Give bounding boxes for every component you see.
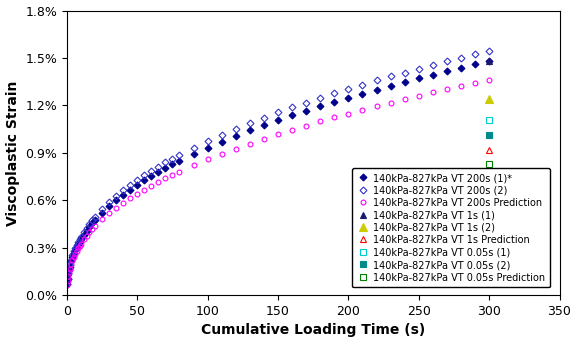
140kPa-827kPa VT 200s (1)* xyxy=(66,264,73,269)
140kPa-827kPa VT 200s (2) xyxy=(486,49,493,53)
140kPa-827kPa VT 200s Prediction xyxy=(204,157,211,162)
140kPa-827kPa VT 200s (2) xyxy=(63,282,70,286)
140kPa-827kPa VT 200s (2) xyxy=(99,207,106,211)
140kPa-827kPa VT 200s (1)* xyxy=(233,134,239,138)
140kPa-827kPa VT 200s Prediction xyxy=(429,90,436,94)
140kPa-827kPa VT 200s (2) xyxy=(204,139,211,143)
140kPa-827kPa VT 200s (2) xyxy=(141,173,148,177)
140kPa-827kPa VT 200s (1)* xyxy=(141,178,148,182)
140kPa-827kPa VT 200s Prediction xyxy=(233,146,239,151)
140kPa-827kPa VT 200s (2) xyxy=(233,127,239,131)
140kPa-827kPa VT 200s (1)* xyxy=(429,73,436,77)
140kPa-827kPa VT 200s (2) xyxy=(66,263,73,268)
Y-axis label: Viscoplastic Strain: Viscoplastic Strain xyxy=(6,80,20,226)
140kPa-827kPa VT 200s Prediction xyxy=(99,217,106,222)
Line: 140kPa-827kPa VT 200s (1)*: 140kPa-827kPa VT 200s (1)* xyxy=(65,59,492,287)
140kPa-827kPa VT 200s (1)* xyxy=(204,145,211,150)
140kPa-827kPa VT 200s (1)* xyxy=(63,282,70,286)
140kPa-827kPa VT 200s (1)* xyxy=(99,211,106,215)
Line: 140kPa-827kPa VT 200s (2): 140kPa-827kPa VT 200s (2) xyxy=(65,48,492,286)
Legend: 140kPa-827kPa VT 200s (1)*, 140kPa-827kPa VT 200s (2), 140kPa-827kPa VT 200s Pre: 140kPa-827kPa VT 200s (1)*, 140kPa-827kP… xyxy=(353,168,550,287)
X-axis label: Cumulative Loading Time (s): Cumulative Loading Time (s) xyxy=(201,323,425,338)
140kPa-827kPa VT 200s Prediction xyxy=(63,283,70,287)
140kPa-827kPa VT 200s Prediction xyxy=(486,78,493,82)
140kPa-827kPa VT 200s (1)* xyxy=(486,59,493,63)
140kPa-827kPa VT 200s Prediction xyxy=(66,267,73,271)
Line: 140kPa-827kPa VT 200s Prediction: 140kPa-827kPa VT 200s Prediction xyxy=(65,78,492,288)
140kPa-827kPa VT 200s (2) xyxy=(429,63,436,67)
140kPa-827kPa VT 200s Prediction xyxy=(141,188,148,192)
